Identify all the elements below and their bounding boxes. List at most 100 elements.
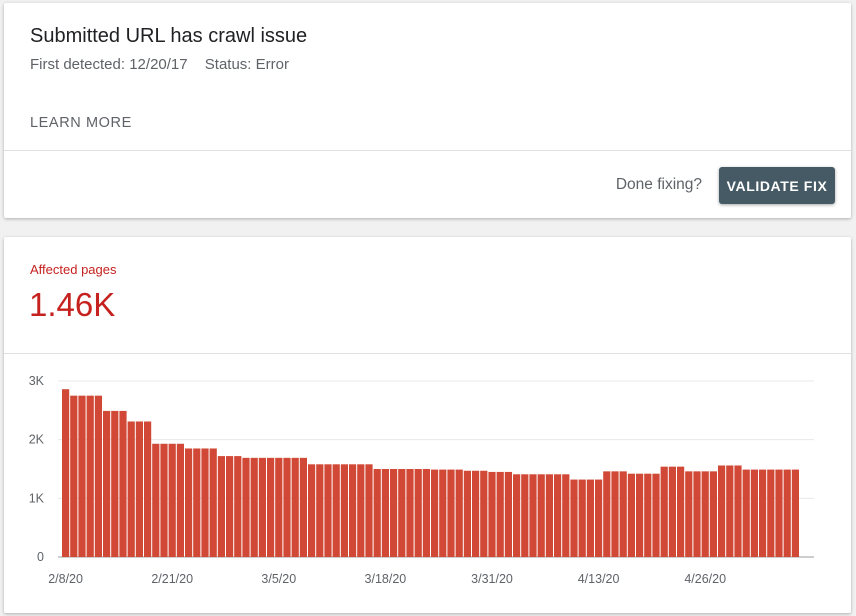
chart-bar[interactable] [488, 471, 496, 557]
chart-bar[interactable] [209, 448, 217, 557]
chart-bar[interactable] [431, 469, 439, 557]
chart-bar[interactable] [718, 465, 726, 557]
chart-bar[interactable] [775, 469, 783, 557]
chart-bar[interactable] [119, 410, 127, 557]
chart-bar[interactable] [636, 473, 644, 557]
chart-bar[interactable] [193, 448, 201, 557]
chart-bar[interactable] [217, 456, 225, 557]
chart-bar[interactable] [570, 479, 578, 557]
chart-bar[interactable] [283, 457, 291, 557]
chart-bar[interactable] [767, 469, 775, 557]
chart-bar[interactable] [701, 471, 709, 557]
chart-bar[interactable] [332, 464, 340, 557]
chart-bar[interactable] [554, 474, 562, 557]
chart-bar[interactable] [144, 421, 152, 557]
chart-bar[interactable] [201, 448, 209, 557]
chart-bar[interactable] [94, 395, 102, 557]
chart-bar[interactable] [750, 469, 758, 557]
chart-bar[interactable] [176, 443, 184, 557]
chart-bar[interactable] [455, 469, 463, 557]
chart-bar[interactable] [340, 464, 348, 557]
chart-bar[interactable] [693, 471, 701, 557]
chart-bar[interactable] [406, 469, 414, 557]
chart-bar[interactable] [603, 471, 611, 557]
chart-bar[interactable] [308, 464, 316, 557]
chart-bar[interactable] [472, 470, 480, 557]
chart-bar[interactable] [537, 474, 545, 557]
chart-bar[interactable] [275, 457, 283, 557]
chart-bar[interactable] [480, 470, 488, 557]
chart-bar[interactable] [398, 469, 406, 557]
x-tick-label: 2/8/20 [48, 572, 83, 586]
chart-bar[interactable] [783, 469, 791, 557]
chart-bar[interactable] [242, 457, 250, 557]
chart-bar[interactable] [299, 457, 307, 557]
chart-bar[interactable] [496, 471, 504, 557]
chart-bar[interactable] [135, 421, 143, 557]
chart-bar[interactable] [267, 457, 275, 557]
chart-bar[interactable] [250, 457, 258, 557]
chart-bar[interactable] [562, 474, 570, 557]
chart-bar[interactable] [111, 410, 119, 557]
chart-bar[interactable] [447, 469, 455, 557]
chart-bar[interactable] [258, 457, 266, 557]
chart-bar[interactable] [595, 479, 603, 557]
chart-bar[interactable] [586, 479, 594, 557]
chart-bar[interactable] [185, 448, 193, 557]
done-fixing-label: Done fixing? [615, 176, 702, 193]
chart-bar[interactable] [324, 464, 332, 557]
chart-bar[interactable] [291, 457, 299, 557]
chart-bar[interactable] [529, 474, 537, 557]
chart-bar[interactable] [726, 465, 734, 557]
chart-bar[interactable] [685, 471, 693, 557]
chart-bar[interactable] [381, 469, 389, 557]
chart-bar[interactable] [127, 421, 135, 557]
chart-bar[interactable] [349, 464, 357, 557]
chart-bar[interactable] [373, 469, 381, 557]
chart-bar[interactable] [234, 456, 242, 557]
y-tick-label: 0 [37, 550, 44, 564]
chart-bar[interactable] [62, 389, 70, 557]
validate-fix-button[interactable]: VALIDATE FIX [719, 167, 835, 204]
chart-bar[interactable] [759, 469, 767, 557]
chart-bar[interactable] [709, 471, 717, 557]
affected-pages-label: Affected pages [30, 262, 117, 277]
chart-bar[interactable] [86, 395, 94, 557]
y-tick-label: 2K [29, 433, 45, 447]
chart-bar[interactable] [652, 473, 660, 557]
chart-bar[interactable] [226, 456, 234, 557]
chart-bar[interactable] [644, 473, 652, 557]
affected-pages-chart: 3K 2K 1K 0 2/8/20 2/21/20 3/5/20 3/18/20 3/31/20… [29, 374, 814, 586]
chart-bar[interactable] [521, 474, 529, 557]
chart-bar[interactable] [414, 469, 422, 557]
chart-bar[interactable] [504, 471, 512, 557]
chart-bar[interactable] [742, 469, 750, 557]
chart-bar[interactable] [316, 464, 324, 557]
chart-bar[interactable] [791, 469, 799, 557]
chart-bar[interactable] [677, 466, 685, 557]
chart-bar[interactable] [668, 466, 676, 557]
chart-bar[interactable] [78, 395, 86, 557]
chart-bar[interactable] [365, 464, 373, 557]
chart-bar[interactable] [463, 470, 471, 557]
chart-bar[interactable] [439, 469, 447, 557]
chart-bar[interactable] [660, 466, 668, 557]
chart-bar[interactable] [160, 443, 168, 557]
chart-bar[interactable] [390, 469, 398, 557]
chart-bar[interactable] [70, 395, 78, 557]
chart-bar[interactable] [152, 443, 160, 557]
chart-bar[interactable] [627, 473, 635, 557]
x-tick-label: 2/21/20 [151, 572, 193, 586]
chart-bar[interactable] [103, 410, 111, 557]
divider [4, 353, 851, 354]
chart-bar[interactable] [578, 479, 586, 557]
chart-bar[interactable] [545, 474, 553, 557]
chart-bar[interactable] [619, 471, 627, 557]
chart-bar[interactable] [422, 469, 430, 557]
chart-bar[interactable] [513, 474, 521, 557]
learn-more-link[interactable]: LEARN MORE [30, 115, 132, 131]
chart-bar[interactable] [611, 471, 619, 557]
chart-bar[interactable] [734, 465, 742, 557]
chart-bar[interactable] [168, 443, 176, 557]
chart-bar[interactable] [357, 464, 365, 557]
